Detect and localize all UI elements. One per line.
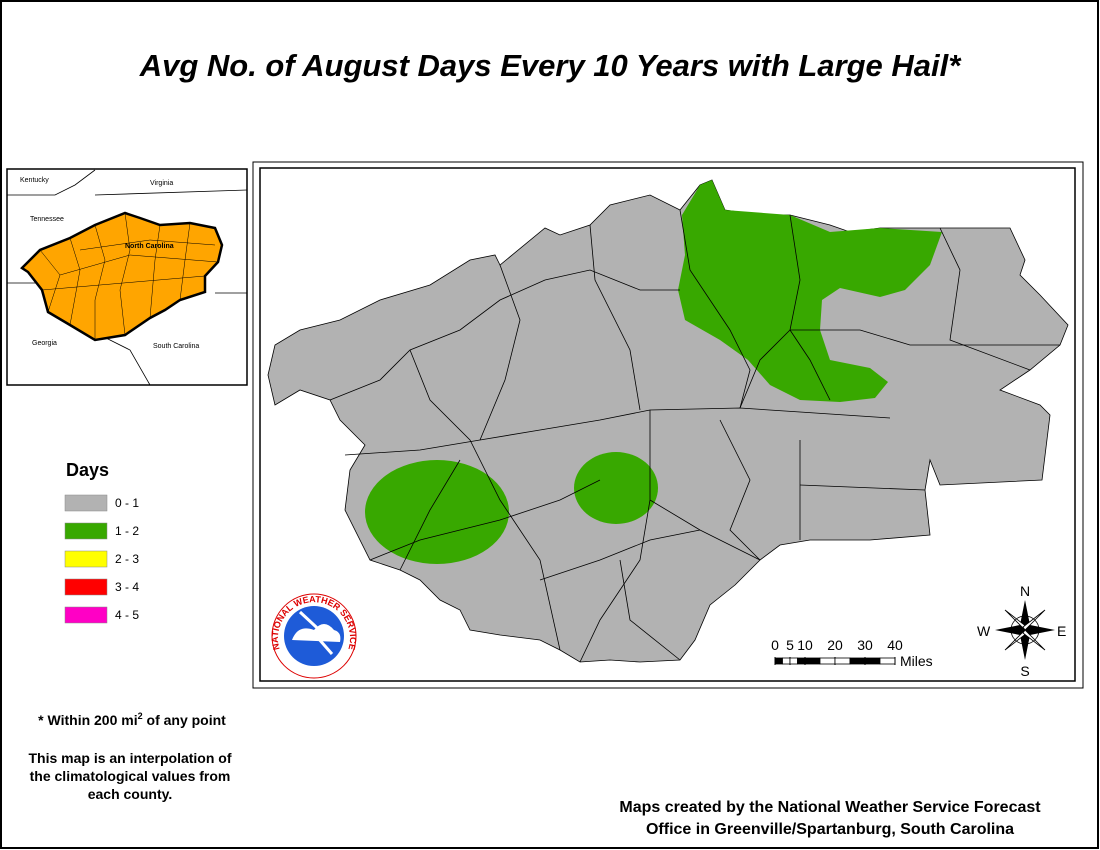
hail-area <box>365 460 509 564</box>
scale-segment <box>774 657 783 665</box>
county-lines <box>329 209 1060 663</box>
scale-segment <box>782 657 791 665</box>
scale-segment <box>789 657 798 665</box>
footnote-text: * Within 200 mi <box>38 712 137 728</box>
legend-swatch <box>64 578 108 596</box>
compass-w: W <box>977 623 991 639</box>
legend: Days 0 - 1 1 - 2 2 - 3 3 - 4 4 - 5 <box>64 460 139 624</box>
scale-label: 20 <box>827 637 843 653</box>
hail-area <box>574 452 658 524</box>
inset-label: North Carolina <box>125 243 174 250</box>
scale-label: 40 <box>887 637 903 653</box>
note-line: the climatological values from <box>30 768 231 784</box>
map-title: Avg No. of August Days Every 10 Years wi… <box>139 48 963 83</box>
compass-point <box>1020 600 1030 630</box>
inset-label: Virginia <box>150 180 173 187</box>
inset-map: Kentucky Virginia Tennessee North Carolina G… <box>6 168 248 386</box>
compass-n: N <box>1020 583 1030 599</box>
inset-label: South Carolina <box>153 343 199 350</box>
compass-s: S <box>1020 663 1029 679</box>
note-line: each county. <box>88 786 173 802</box>
footnote: * Within 200 mi2 of any point <box>38 711 226 728</box>
scale-label: 0 <box>771 637 779 653</box>
inset-counties <box>39 212 219 340</box>
scale-segment <box>797 657 806 665</box>
compass-e: E <box>1057 623 1066 639</box>
scale-segment <box>819 657 836 665</box>
legend-label: 0 - 1 <box>115 496 139 510</box>
legend-label: 2 - 3 <box>115 552 139 566</box>
scale-segment <box>849 657 866 665</box>
inset-label: Kentucky <box>20 177 49 184</box>
credit-line: Office in Greenville/Spartanburg, South … <box>646 821 1014 838</box>
logo-bolt <box>298 610 334 655</box>
legend-swatch <box>64 494 108 512</box>
footnote-superscript: 2 <box>138 711 143 721</box>
legend-swatch <box>64 606 108 624</box>
scale-label: 10 <box>797 637 813 653</box>
legend-swatch <box>64 550 108 568</box>
scale-label: 5 <box>786 637 794 653</box>
hail-area <box>678 180 942 402</box>
state-line <box>94 189 248 196</box>
compass-ring <box>1010 615 1040 645</box>
nws-logo: NATIONAL WEATHER SERVICE <box>270 593 358 679</box>
scale-segment <box>879 657 896 665</box>
main-map: NATIONAL WEATHER SERVICE N S E W 0 5 10 20 3… <box>252 161 1084 689</box>
interpolation-note: This map is an interpolation of the clima… <box>28 750 231 802</box>
compass-point <box>995 625 1025 635</box>
compass-point <box>1025 625 1055 635</box>
state-line <box>99 334 151 386</box>
legend-swatch <box>64 522 108 540</box>
compass-point <box>1020 630 1030 660</box>
scale-segment <box>864 657 881 665</box>
state-line <box>7 169 96 196</box>
legend-label: 4 - 5 <box>115 608 139 622</box>
legend-label: 1 - 2 <box>115 524 139 538</box>
credit: Maps created by the National Weather Ser… <box>619 799 1041 838</box>
credit-line: Maps created by the National Weather Ser… <box>619 799 1041 816</box>
scale-segment <box>804 657 821 665</box>
scale-unit: Miles <box>900 653 933 669</box>
footnote-suffix: of any point <box>143 712 227 728</box>
scale-segment <box>834 657 851 665</box>
inset-label: Tennessee <box>30 216 64 223</box>
inset-label: Georgia <box>32 340 57 347</box>
scale-label: 30 <box>857 637 873 653</box>
note-line: This map is an interpolation of <box>28 750 231 766</box>
compass-rose: N S E W <box>977 583 1066 679</box>
legend-title: Days <box>66 460 109 480</box>
legend-label: 3 - 4 <box>115 580 139 594</box>
